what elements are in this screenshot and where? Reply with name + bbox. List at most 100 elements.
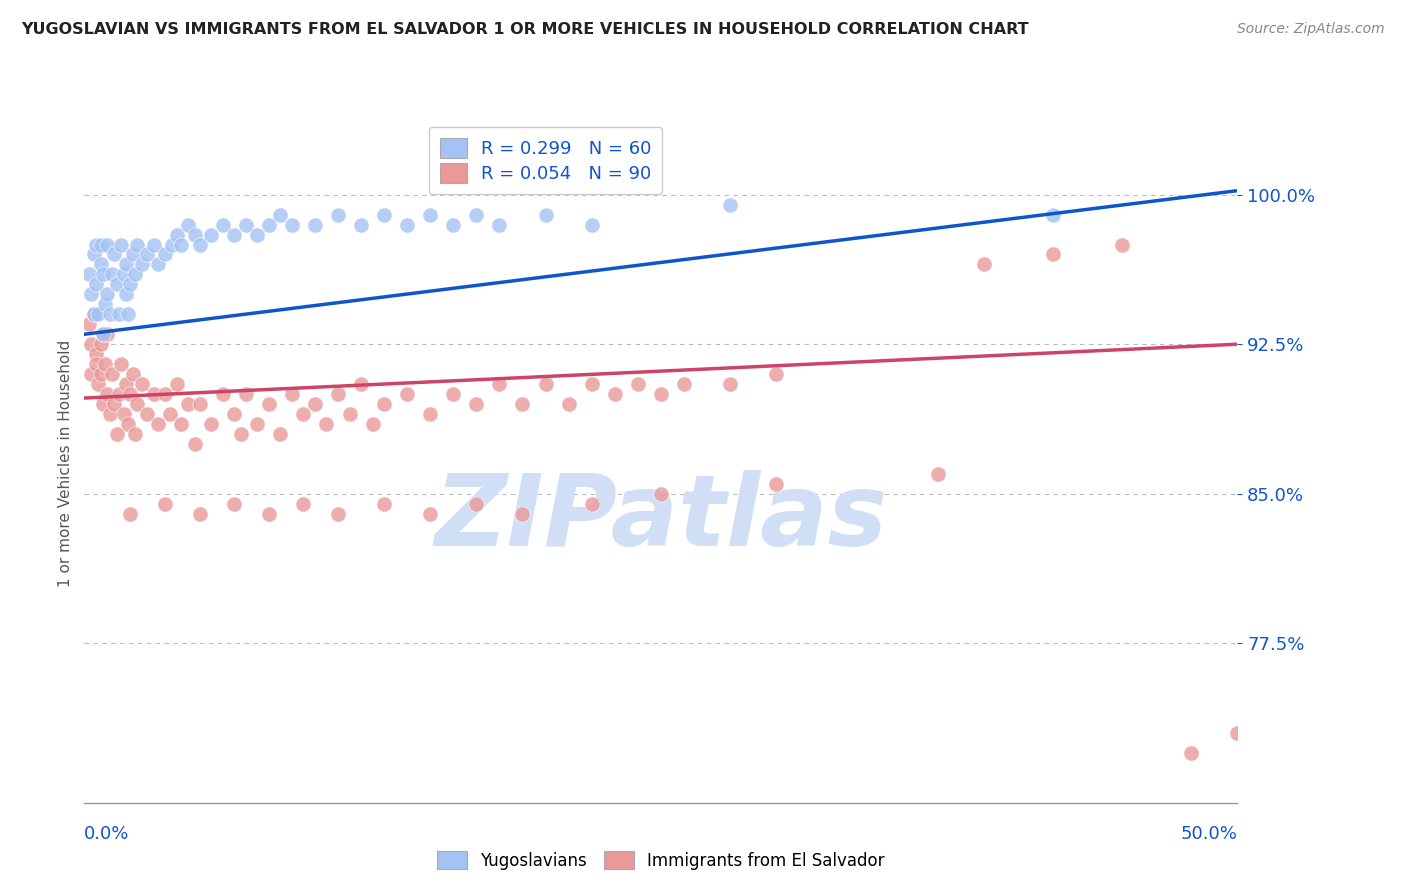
- Text: YUGOSLAVIAN VS IMMIGRANTS FROM EL SALVADOR 1 OR MORE VEHICLES IN HOUSEHOLD CORRE: YUGOSLAVIAN VS IMMIGRANTS FROM EL SALVAD…: [21, 22, 1029, 37]
- Point: [350, 218, 373, 232]
- Point: [246, 417, 269, 431]
- Legend: Yugoslavians, Immigrants from El Salvador: Yugoslavians, Immigrants from El Salvado…: [430, 845, 891, 877]
- Point: [235, 218, 257, 232]
- Point: [170, 417, 193, 431]
- Point: [200, 417, 222, 431]
- Point: [396, 387, 419, 401]
- Point: [224, 497, 246, 511]
- Point: [304, 397, 326, 411]
- Point: [94, 357, 117, 371]
- Point: [89, 367, 111, 381]
- Point: [581, 218, 603, 232]
- Point: [153, 247, 176, 261]
- Point: [257, 507, 280, 521]
- Point: [135, 247, 157, 261]
- Point: [98, 307, 121, 321]
- Point: [87, 377, 110, 392]
- Point: [91, 397, 114, 411]
- Point: [441, 218, 464, 232]
- Point: [84, 277, 107, 292]
- Point: [170, 237, 193, 252]
- Point: [292, 407, 315, 421]
- Point: [120, 277, 142, 292]
- Point: [211, 387, 233, 401]
- Point: [534, 377, 557, 392]
- Point: [101, 268, 124, 282]
- Point: [257, 218, 280, 232]
- Point: [124, 268, 146, 282]
- Point: [246, 227, 269, 242]
- Point: [96, 287, 118, 301]
- Point: [89, 337, 111, 351]
- Point: [177, 397, 200, 411]
- Point: [315, 417, 337, 431]
- Point: [765, 367, 787, 381]
- Point: [84, 237, 107, 252]
- Point: [80, 367, 103, 381]
- Point: [89, 237, 111, 252]
- Point: [488, 218, 510, 232]
- Point: [419, 208, 441, 222]
- Point: [142, 387, 165, 401]
- Point: [153, 497, 176, 511]
- Point: [224, 407, 246, 421]
- Text: ZIPatlas: ZIPatlas: [434, 469, 887, 566]
- Point: [96, 327, 118, 342]
- Point: [117, 417, 139, 431]
- Point: [166, 227, 188, 242]
- Point: [373, 208, 395, 222]
- Point: [117, 307, 139, 321]
- Point: [83, 307, 105, 321]
- Legend: R = 0.299   N = 60, R = 0.054   N = 90: R = 0.299 N = 60, R = 0.054 N = 90: [429, 128, 662, 194]
- Point: [603, 387, 626, 401]
- Point: [269, 208, 291, 222]
- Point: [146, 257, 169, 271]
- Point: [235, 387, 257, 401]
- Point: [188, 237, 211, 252]
- Point: [146, 417, 169, 431]
- Point: [765, 476, 787, 491]
- Point: [80, 287, 103, 301]
- Point: [512, 507, 534, 521]
- Point: [927, 467, 949, 481]
- Point: [257, 397, 280, 411]
- Point: [84, 357, 107, 371]
- Point: [581, 497, 603, 511]
- Point: [103, 397, 125, 411]
- Point: [108, 387, 131, 401]
- Point: [231, 426, 253, 441]
- Point: [94, 297, 117, 311]
- Point: [419, 507, 441, 521]
- Point: [292, 497, 315, 511]
- Point: [177, 218, 200, 232]
- Point: [973, 257, 995, 271]
- Point: [184, 227, 207, 242]
- Point: [350, 377, 373, 392]
- Point: [465, 208, 488, 222]
- Point: [110, 237, 132, 252]
- Point: [112, 407, 135, 421]
- Point: [419, 407, 441, 421]
- Point: [1226, 726, 1249, 740]
- Point: [120, 507, 142, 521]
- Text: 50.0%: 50.0%: [1181, 825, 1237, 843]
- Point: [326, 208, 349, 222]
- Point: [96, 237, 118, 252]
- Point: [115, 377, 138, 392]
- Point: [112, 268, 135, 282]
- Point: [188, 397, 211, 411]
- Point: [124, 426, 146, 441]
- Point: [184, 437, 207, 451]
- Text: 0.0%: 0.0%: [84, 825, 129, 843]
- Point: [135, 407, 157, 421]
- Point: [1180, 746, 1202, 760]
- Point: [281, 387, 304, 401]
- Point: [441, 387, 464, 401]
- Point: [488, 377, 510, 392]
- Point: [627, 377, 650, 392]
- Point: [120, 387, 142, 401]
- Point: [105, 426, 128, 441]
- Point: [108, 307, 131, 321]
- Point: [110, 357, 132, 371]
- Point: [127, 397, 149, 411]
